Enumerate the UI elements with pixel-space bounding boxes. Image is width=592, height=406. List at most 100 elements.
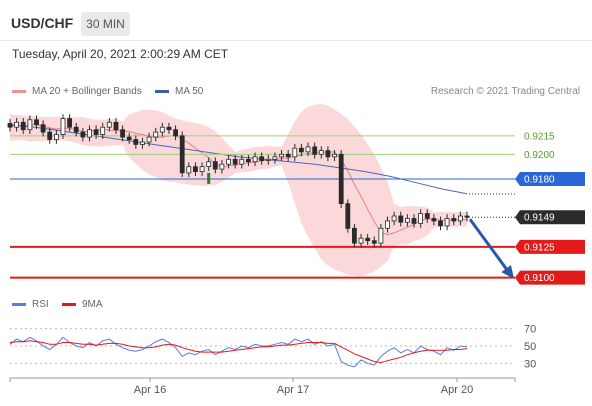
candle-body <box>173 129 179 137</box>
forecast-arrow-head-icon <box>501 265 514 279</box>
candle-body <box>312 146 318 155</box>
candle-body <box>179 135 185 174</box>
candle-body <box>245 158 251 163</box>
candle-body <box>140 141 145 145</box>
rsi-series-rsi <box>9 336 468 368</box>
candle-body <box>398 215 404 223</box>
legend-ma20: MA 20 + Bollinger Bands <box>12 86 142 97</box>
candle-body <box>67 118 72 128</box>
candle-body <box>385 220 390 229</box>
candle-body <box>232 158 238 165</box>
x-axis-label: Apr 17 <box>277 384 309 396</box>
candle-body <box>444 218 450 227</box>
candle-body <box>358 237 364 244</box>
legend-ma50: MA 50 <box>155 86 203 97</box>
candle-body <box>126 136 132 141</box>
price-tag-support <box>515 239 585 254</box>
header-bar: USD/CHF 30 MIN <box>0 0 592 41</box>
candle-body <box>186 166 192 174</box>
candle-body <box>365 237 371 242</box>
candle-body <box>166 126 172 131</box>
rsi-tick-label: 30 <box>524 358 536 370</box>
candle-body <box>457 215 463 222</box>
legend-rsi-ma-label: 9MA <box>82 299 103 310</box>
ma50-swatch-icon <box>155 90 169 93</box>
candle-body <box>424 213 430 219</box>
candle-body <box>418 213 424 224</box>
candle-body <box>54 134 59 140</box>
candle-body <box>212 161 218 170</box>
candle-body <box>285 153 291 158</box>
rsi-tick-label: 70 <box>524 324 536 336</box>
timeframe-badge[interactable]: 30 MIN <box>81 12 130 36</box>
candle-body <box>199 166 205 172</box>
candle-body <box>411 218 417 224</box>
candle-body <box>345 203 351 229</box>
candle-body <box>265 158 271 161</box>
symbol-title: USD/CHF <box>11 15 74 31</box>
candle-body <box>404 218 410 223</box>
credit-text: Research © 2021 Trading Central <box>430 86 580 97</box>
candle-body <box>14 121 20 128</box>
candle-body <box>153 131 159 138</box>
x-axis-label: Apr 20 <box>441 384 473 396</box>
ma20-swatch-icon <box>12 90 26 93</box>
candle-body <box>106 121 112 128</box>
candle-body <box>159 126 165 133</box>
price-label-support: 0.9125 <box>524 242 555 253</box>
candle-body <box>146 136 152 143</box>
candle-body <box>259 156 265 161</box>
candle-body <box>93 129 99 135</box>
candle-body <box>60 118 66 135</box>
candle-body <box>87 129 92 138</box>
candle-body <box>371 240 377 244</box>
candle-body <box>451 218 457 222</box>
candle-body <box>34 119 39 126</box>
candle-body <box>464 215 470 218</box>
candle-body <box>391 215 397 222</box>
candle-body <box>20 121 26 131</box>
candle-body <box>120 129 125 138</box>
candle-body <box>7 123 13 128</box>
candle-body <box>292 147 298 158</box>
candle-body <box>272 156 278 160</box>
rsi-series-ma <box>9 340 468 364</box>
candle-body <box>298 147 304 153</box>
candle-body <box>338 153 344 205</box>
legend-rsi: RSI <box>12 299 49 310</box>
price-label-support: 0.9100 <box>524 273 555 284</box>
candle-body <box>431 218 437 222</box>
price-label-pivot: 0.9180 <box>524 175 555 186</box>
ma50-line <box>9 124 468 195</box>
ma20-line <box>9 124 468 236</box>
candle-body <box>305 146 311 153</box>
rsi-tick-label: 50 <box>524 341 536 353</box>
price-tag-support <box>515 270 585 285</box>
rsi-swatch-icon <box>12 303 26 306</box>
candle-body <box>100 126 106 135</box>
candle-body <box>332 153 337 158</box>
green-candle-marker <box>207 172 211 184</box>
candle-body <box>133 139 139 145</box>
candle-body <box>206 161 212 167</box>
candle-body <box>40 124 46 133</box>
candle-body <box>219 163 225 170</box>
forecast-arrow-shaft <box>468 218 514 278</box>
legend-ma20-label: MA 20 + Bollinger Bands <box>32 86 142 97</box>
candle-body <box>113 121 119 131</box>
price-label-resistance: 0.9200 <box>524 150 555 161</box>
candle-body <box>279 153 285 158</box>
candle-body <box>438 220 443 227</box>
price-tag-last_price <box>515 210 585 225</box>
candle-body <box>47 131 53 140</box>
candle-body <box>378 227 384 244</box>
price-label-last_price: 0.9149 <box>524 213 555 224</box>
candle-body <box>192 166 198 172</box>
price-tag-pivot <box>515 172 585 186</box>
candle-body <box>80 131 86 138</box>
candle-body <box>318 150 324 155</box>
legend-rsi-label: RSI <box>32 299 49 310</box>
legend-ma50-label: MA 50 <box>175 86 204 97</box>
